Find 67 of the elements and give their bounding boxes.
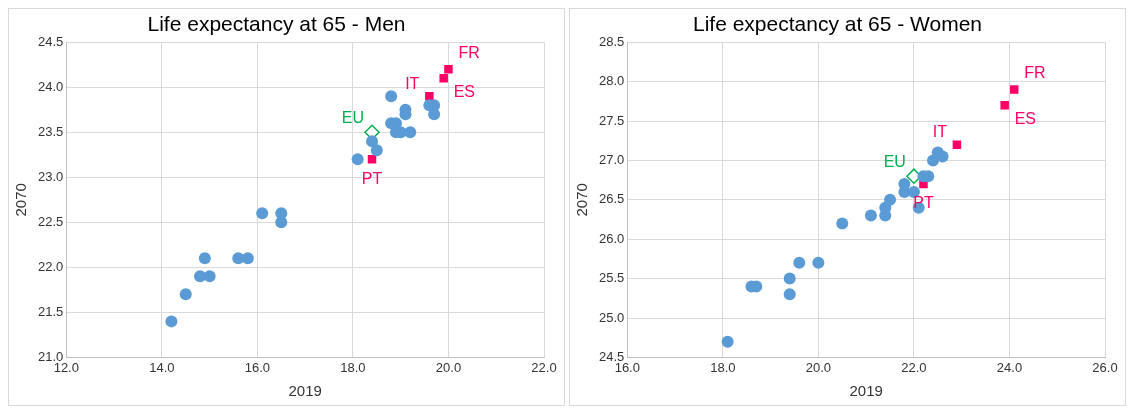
x-axis-title: 2019 bbox=[849, 382, 883, 400]
y-tick-label: 23.5 bbox=[37, 123, 64, 139]
x-tick-label: 26.0 bbox=[1092, 359, 1118, 375]
y-tick-label: 28.0 bbox=[598, 73, 625, 89]
x-tick-label: 22.0 bbox=[901, 359, 927, 375]
point bbox=[179, 288, 192, 301]
point bbox=[370, 144, 383, 157]
point bbox=[1010, 85, 1019, 94]
x-tick-label: 16.0 bbox=[244, 359, 271, 375]
point bbox=[952, 140, 962, 149]
x-tick-label: 18.0 bbox=[710, 359, 736, 375]
annotation: EU bbox=[341, 108, 365, 126]
point bbox=[165, 315, 178, 328]
point bbox=[836, 217, 849, 230]
y-tick-label: 24.0 bbox=[37, 78, 64, 94]
point bbox=[367, 155, 377, 164]
y-axis-title: 2070 bbox=[573, 183, 591, 217]
point bbox=[275, 216, 288, 229]
annotation: FR bbox=[458, 43, 480, 61]
y-tick-label: 21.0 bbox=[37, 348, 64, 364]
point bbox=[721, 335, 734, 348]
chart-title: Life expectancy at 65 - Men bbox=[147, 12, 406, 36]
annotation: PT bbox=[361, 169, 383, 187]
point bbox=[366, 135, 379, 148]
point bbox=[439, 73, 448, 83]
y-tick-label: 23.0 bbox=[37, 168, 64, 184]
y-tick-label: 28.5 bbox=[598, 33, 625, 49]
y-tick-label: 22.0 bbox=[37, 258, 64, 274]
y-tick-label: 25.0 bbox=[598, 309, 625, 325]
annotation: IT bbox=[405, 74, 420, 92]
y-tick-label: 24.5 bbox=[37, 33, 64, 49]
annotation: FR bbox=[1024, 63, 1046, 81]
point bbox=[404, 126, 417, 139]
chart-title: Life expectancy at 65 - Women bbox=[692, 12, 983, 36]
annotation: ES bbox=[453, 82, 476, 100]
x-tick-label: 24.0 bbox=[996, 359, 1023, 375]
point bbox=[864, 209, 877, 222]
y-axis-title: 2070 bbox=[12, 183, 30, 217]
annotation: ES bbox=[1014, 109, 1037, 127]
y-tick-label: 24.5 bbox=[598, 348, 625, 364]
x-tick-label: 14.0 bbox=[149, 359, 175, 375]
y-tick-label: 22.5 bbox=[37, 213, 64, 229]
point bbox=[351, 153, 364, 166]
x-tick-label: 20.0 bbox=[805, 359, 832, 375]
y-tick-label: 27.5 bbox=[598, 112, 625, 128]
point bbox=[783, 272, 796, 285]
point bbox=[793, 256, 806, 269]
point bbox=[444, 64, 453, 74]
point bbox=[256, 207, 269, 220]
y-tick-label: 27.0 bbox=[598, 151, 625, 167]
point bbox=[783, 288, 796, 301]
point bbox=[198, 252, 211, 265]
point bbox=[884, 193, 897, 206]
point bbox=[1000, 101, 1009, 110]
x-axis-title: 2019 bbox=[288, 382, 322, 400]
x-tick-label: 18.0 bbox=[340, 359, 366, 375]
y-tick-label: 25.5 bbox=[598, 270, 625, 286]
y-tick-label: 26.5 bbox=[598, 191, 625, 207]
x-tick-label: 20.0 bbox=[435, 359, 462, 375]
annotation: PT bbox=[913, 194, 934, 212]
annotation: EU bbox=[883, 152, 906, 170]
annotation: IT bbox=[932, 123, 948, 141]
y-tick-label: 21.5 bbox=[37, 303, 64, 319]
point bbox=[812, 256, 825, 269]
point bbox=[385, 90, 398, 103]
y-tick-label: 26.0 bbox=[598, 230, 625, 246]
x-tick-label: 22.0 bbox=[531, 359, 557, 375]
